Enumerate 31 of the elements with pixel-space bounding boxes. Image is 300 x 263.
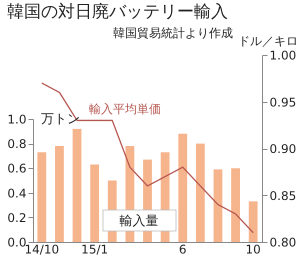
x-tick-label: 10: [246, 242, 261, 256]
series-label: 輸入平均単価: [89, 102, 161, 116]
y-tick-label: 0.6: [7, 162, 26, 176]
y2-tick-label: 0.95: [270, 95, 296, 110]
bar: [72, 128, 82, 242]
y2-tick-label: 0.85: [270, 188, 296, 203]
y-axis-title: 万トン: [41, 112, 80, 127]
y-tick-label: 1.0: [7, 112, 26, 126]
y-tick-label: 0.0: [7, 236, 26, 250]
x-tick-label: 14/10: [24, 242, 60, 256]
y2-axis-title: ドル／キロ: [238, 34, 298, 48]
y-tick-label: 0.8: [7, 137, 26, 152]
x-tick-label: 6: [178, 242, 187, 256]
bar: [55, 146, 64, 242]
bar: [214, 169, 222, 242]
y-tick-label: 0.4: [7, 186, 26, 200]
y2-tick-label: 0.80: [270, 236, 296, 250]
x-tick-label: 15/1: [81, 242, 108, 256]
y-tick-label: 0.2: [7, 210, 26, 225]
chart-title: 韓国の対日廃バッテリー輸入: [7, 2, 228, 22]
bar: [231, 168, 240, 242]
bar: [37, 152, 46, 242]
chart-subtitle: 韓国貿易統計より作成: [113, 26, 233, 40]
series-label: 輸入量: [120, 214, 158, 229]
bar: [248, 201, 258, 242]
y2-tick-label: 0.90: [270, 142, 296, 156]
line-series: [41, 82, 254, 234]
bar: [90, 164, 100, 242]
y2-tick-label: 1.00: [270, 48, 296, 62]
bar: [196, 144, 205, 242]
bar: [178, 134, 188, 242]
